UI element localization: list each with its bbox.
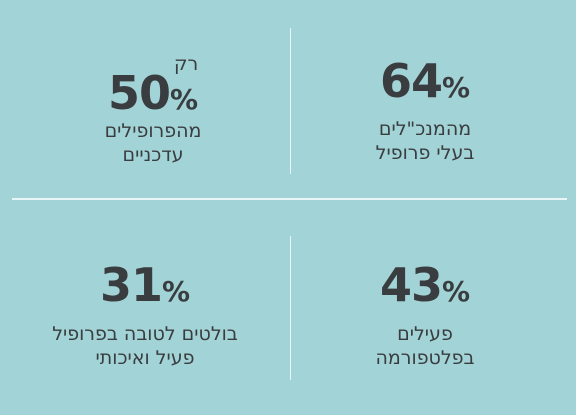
stat-label-line-1: מהפרופילים xyxy=(104,120,202,142)
stat-label: בולטים לטובה בפרופיל פעיל ואיכותי xyxy=(20,322,270,370)
stat-ceos-with-profile: 64% מהמנכ"לים בעלי פרופיל xyxy=(340,58,510,165)
stat-updated-profiles: 50% מהפרופילים עדכניים xyxy=(68,70,238,167)
stat-number: 43 xyxy=(379,258,443,312)
stat-label-line-2: פעיל ואיכותי xyxy=(95,347,195,369)
stat-label-line-1: פעילים xyxy=(397,323,453,345)
horizontal-divider xyxy=(12,198,567,200)
stat-label-line-2: בעלי פרופיל xyxy=(375,142,475,164)
percent-sign: % xyxy=(441,275,471,308)
stat-outstanding-profiles: 31% בולטים לטובה בפרופיל פעיל ואיכותי xyxy=(20,262,270,370)
stat-label-line-2: בפלטפורמה xyxy=(375,347,475,369)
percent-sign: % xyxy=(441,71,471,104)
vertical-divider-top xyxy=(290,28,291,174)
stat-label-line-1: מהמנכ"לים xyxy=(378,118,472,140)
stat-value: 31% xyxy=(20,262,270,308)
stat-label: פעילים בפלטפורמה xyxy=(340,322,510,370)
stat-value: 43% xyxy=(340,262,510,308)
stat-label-line-2: עדכניים xyxy=(122,144,184,166)
vertical-divider-bottom xyxy=(290,236,291,380)
stat-active-on-platform: 43% פעילים בפלטפורמה xyxy=(340,262,510,370)
stat-label: מהפרופילים עדכניים xyxy=(68,119,238,167)
stat-value: 50% xyxy=(68,70,238,116)
stat-number: 31 xyxy=(99,258,163,312)
stat-label: מהמנכ"לים בעלי פרופיל xyxy=(340,117,510,165)
stat-prefix: רק xyxy=(174,53,199,75)
percent-sign: % xyxy=(161,275,191,308)
percent-sign: % xyxy=(169,83,199,116)
stat-number: 64 xyxy=(379,54,443,108)
stat-label-line-1: בולטים לטובה בפרופיל xyxy=(52,323,238,345)
stat-value: 64% xyxy=(340,58,510,104)
stat-number: 50 xyxy=(107,66,171,120)
